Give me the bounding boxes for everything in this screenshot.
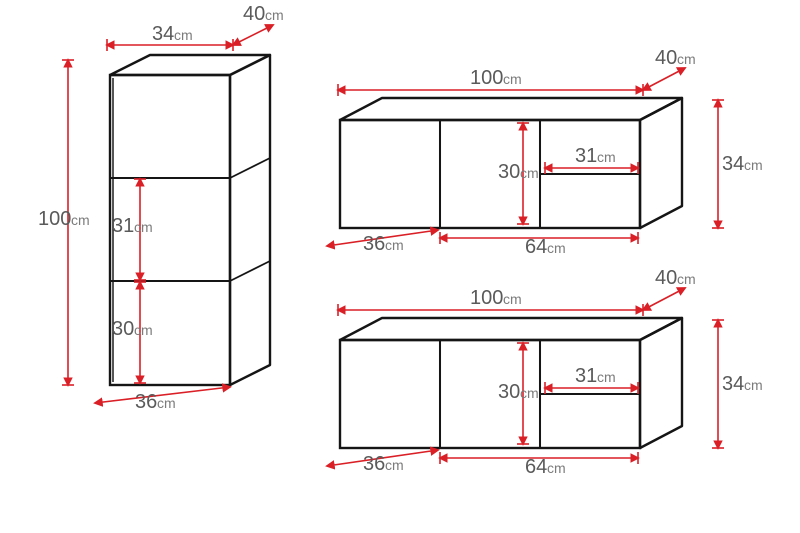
dimension: 100cm: [38, 60, 90, 385]
dimension: 34cm: [712, 320, 763, 448]
dimension: 34cm: [712, 100, 763, 228]
svg-text:31: 31: [112, 215, 134, 237]
svg-text:40: 40: [655, 47, 677, 69]
dimension: 34cm: [107, 23, 233, 51]
svg-text:30: 30: [498, 161, 520, 183]
dimension: 30cm: [498, 123, 539, 224]
svg-text:cm: cm: [503, 71, 522, 87]
svg-text:64: 64: [525, 236, 547, 258]
svg-text:cm: cm: [134, 219, 153, 235]
dimension: 36cm: [95, 387, 230, 413]
dimension-diagram: 34cm40cm100cm31cm30cm36cm100cm40cm34cm30…: [0, 0, 800, 533]
svg-text:cm: cm: [385, 237, 404, 253]
dimension: 40cm: [233, 3, 284, 45]
svg-text:cm: cm: [503, 291, 522, 307]
dimension: 31cm: [545, 145, 638, 174]
horizontal-cabinet-1: 100cm40cm34cm30cm31cm36cm64cm: [327, 47, 763, 258]
dimension: 31cm: [545, 365, 638, 394]
svg-text:31: 31: [575, 365, 597, 387]
svg-text:100: 100: [38, 208, 71, 230]
svg-text:36: 36: [363, 233, 385, 255]
svg-text:40: 40: [243, 3, 265, 25]
svg-text:cm: cm: [744, 157, 763, 173]
svg-text:36: 36: [135, 391, 157, 413]
svg-text:cm: cm: [520, 385, 539, 401]
dimension: 31cm: [112, 179, 153, 280]
dimension: 30cm: [112, 282, 153, 383]
svg-text:cm: cm: [547, 460, 566, 476]
svg-text:cm: cm: [265, 7, 284, 23]
svg-text:cm: cm: [597, 149, 616, 165]
vertical-cabinet: 34cm40cm100cm31cm30cm36cm: [38, 3, 284, 413]
horizontal-cabinet-2: 100cm40cm34cm30cm31cm36cm64cm: [327, 267, 763, 478]
svg-text:34: 34: [722, 373, 744, 395]
dimension: 64cm: [440, 452, 638, 478]
svg-text:cm: cm: [520, 165, 539, 181]
svg-text:cm: cm: [597, 369, 616, 385]
svg-text:cm: cm: [547, 240, 566, 256]
dimension: 100cm: [338, 287, 643, 316]
svg-text:34: 34: [722, 153, 744, 175]
svg-text:cm: cm: [71, 212, 90, 228]
svg-text:30: 30: [498, 381, 520, 403]
svg-text:30: 30: [112, 318, 134, 340]
svg-text:36: 36: [363, 453, 385, 475]
svg-text:cm: cm: [677, 271, 696, 287]
dimension: 36cm: [327, 230, 438, 255]
dimension: 36cm: [327, 450, 438, 475]
svg-text:cm: cm: [134, 322, 153, 338]
svg-text:100: 100: [470, 67, 503, 89]
dimension: 40cm: [643, 267, 696, 310]
svg-text:cm: cm: [174, 27, 193, 43]
svg-text:cm: cm: [385, 457, 404, 473]
svg-text:cm: cm: [744, 377, 763, 393]
svg-text:31: 31: [575, 145, 597, 167]
svg-text:100: 100: [470, 287, 503, 309]
svg-text:40: 40: [655, 267, 677, 289]
svg-text:cm: cm: [157, 395, 176, 411]
svg-text:64: 64: [525, 456, 547, 478]
dimension: 30cm: [498, 343, 539, 444]
dimension: 100cm: [338, 67, 643, 96]
svg-text:cm: cm: [677, 51, 696, 67]
dimension: 64cm: [440, 232, 638, 258]
svg-text:34: 34: [152, 23, 174, 45]
dimension: 40cm: [643, 47, 696, 90]
